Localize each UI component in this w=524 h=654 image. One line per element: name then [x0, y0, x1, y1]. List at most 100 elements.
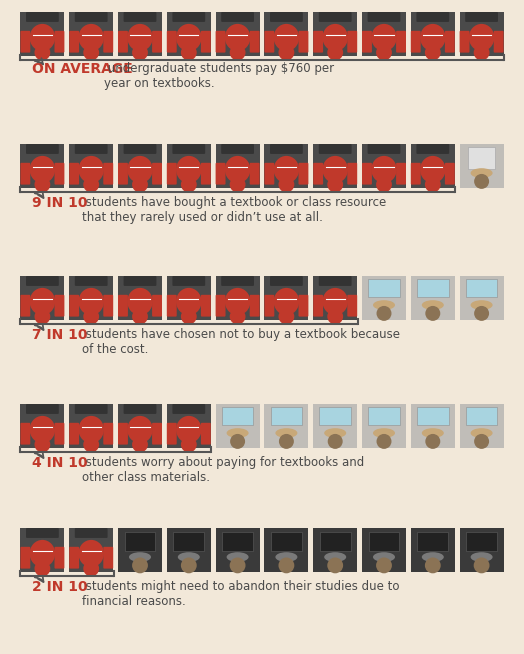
Ellipse shape	[129, 552, 151, 562]
FancyBboxPatch shape	[118, 528, 162, 572]
Ellipse shape	[420, 24, 445, 51]
FancyBboxPatch shape	[460, 276, 504, 320]
FancyBboxPatch shape	[103, 547, 113, 568]
FancyBboxPatch shape	[299, 31, 309, 52]
FancyBboxPatch shape	[20, 31, 30, 52]
FancyBboxPatch shape	[445, 163, 455, 184]
FancyBboxPatch shape	[299, 163, 309, 184]
FancyBboxPatch shape	[167, 528, 211, 572]
Ellipse shape	[373, 300, 395, 310]
FancyBboxPatch shape	[445, 31, 455, 52]
FancyBboxPatch shape	[362, 276, 406, 320]
FancyBboxPatch shape	[221, 276, 254, 286]
Ellipse shape	[469, 24, 494, 51]
Circle shape	[83, 437, 99, 453]
Ellipse shape	[127, 288, 153, 315]
FancyBboxPatch shape	[468, 146, 495, 169]
Circle shape	[230, 557, 246, 574]
FancyBboxPatch shape	[319, 276, 352, 286]
FancyBboxPatch shape	[75, 528, 107, 538]
Ellipse shape	[30, 24, 55, 51]
FancyBboxPatch shape	[362, 163, 372, 184]
FancyBboxPatch shape	[69, 404, 113, 448]
FancyBboxPatch shape	[167, 12, 211, 56]
Circle shape	[35, 44, 50, 60]
Ellipse shape	[422, 552, 444, 562]
Circle shape	[278, 557, 294, 574]
FancyBboxPatch shape	[270, 276, 303, 286]
FancyBboxPatch shape	[417, 407, 449, 425]
FancyBboxPatch shape	[167, 163, 177, 184]
Ellipse shape	[226, 552, 248, 562]
Ellipse shape	[471, 428, 493, 438]
Ellipse shape	[420, 156, 445, 183]
FancyBboxPatch shape	[271, 532, 302, 551]
Circle shape	[83, 560, 99, 576]
Ellipse shape	[226, 428, 248, 438]
FancyBboxPatch shape	[362, 12, 406, 56]
Circle shape	[230, 44, 246, 60]
FancyBboxPatch shape	[54, 422, 64, 445]
FancyBboxPatch shape	[249, 31, 259, 52]
Ellipse shape	[30, 540, 55, 567]
Circle shape	[181, 44, 196, 60]
FancyBboxPatch shape	[313, 276, 357, 320]
FancyBboxPatch shape	[319, 12, 352, 22]
FancyBboxPatch shape	[201, 163, 211, 184]
FancyBboxPatch shape	[265, 144, 309, 188]
Circle shape	[474, 434, 489, 449]
Circle shape	[278, 177, 294, 192]
FancyBboxPatch shape	[215, 528, 259, 572]
Circle shape	[474, 557, 489, 574]
Ellipse shape	[30, 288, 55, 315]
FancyBboxPatch shape	[103, 163, 113, 184]
Circle shape	[425, 44, 441, 60]
FancyBboxPatch shape	[313, 144, 357, 188]
Ellipse shape	[127, 24, 153, 51]
FancyBboxPatch shape	[75, 144, 107, 154]
FancyBboxPatch shape	[465, 12, 498, 22]
FancyBboxPatch shape	[215, 276, 259, 320]
FancyBboxPatch shape	[347, 31, 357, 52]
Circle shape	[376, 44, 392, 60]
Ellipse shape	[322, 288, 348, 315]
Text: 9 IN 10: 9 IN 10	[32, 196, 88, 210]
FancyBboxPatch shape	[69, 422, 79, 445]
Circle shape	[376, 557, 392, 574]
FancyBboxPatch shape	[124, 276, 156, 286]
Circle shape	[35, 437, 50, 453]
FancyBboxPatch shape	[368, 407, 400, 425]
Circle shape	[377, 434, 391, 449]
FancyBboxPatch shape	[69, 528, 113, 572]
FancyBboxPatch shape	[368, 279, 400, 297]
FancyBboxPatch shape	[118, 163, 128, 184]
FancyBboxPatch shape	[313, 31, 323, 52]
Circle shape	[83, 177, 99, 192]
FancyBboxPatch shape	[69, 276, 113, 320]
FancyBboxPatch shape	[249, 295, 259, 317]
Ellipse shape	[373, 552, 395, 562]
Ellipse shape	[274, 24, 299, 51]
FancyBboxPatch shape	[265, 404, 309, 448]
FancyBboxPatch shape	[20, 422, 30, 445]
Circle shape	[230, 177, 246, 192]
FancyBboxPatch shape	[460, 31, 470, 52]
Circle shape	[132, 557, 148, 574]
FancyBboxPatch shape	[368, 12, 400, 22]
Circle shape	[328, 557, 343, 574]
FancyBboxPatch shape	[69, 12, 113, 56]
FancyBboxPatch shape	[215, 144, 259, 188]
Ellipse shape	[322, 24, 348, 51]
FancyBboxPatch shape	[69, 547, 79, 568]
Ellipse shape	[127, 156, 153, 183]
FancyBboxPatch shape	[265, 163, 275, 184]
Ellipse shape	[324, 428, 346, 438]
Ellipse shape	[79, 288, 104, 315]
Circle shape	[474, 44, 489, 60]
FancyBboxPatch shape	[201, 295, 211, 317]
Circle shape	[35, 560, 50, 576]
Circle shape	[425, 557, 441, 574]
Ellipse shape	[79, 540, 104, 567]
FancyBboxPatch shape	[103, 295, 113, 317]
FancyBboxPatch shape	[20, 528, 64, 572]
